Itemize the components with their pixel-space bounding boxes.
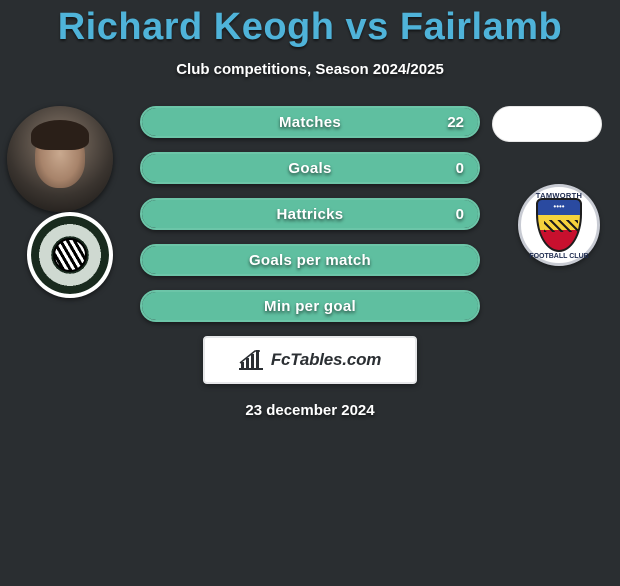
stat-right-value: 0	[456, 154, 464, 182]
stat-label: Goals	[142, 154, 478, 182]
stat-bar-goals: Goals 0	[140, 152, 480, 184]
stat-bar-hattricks: Hattricks 0	[140, 198, 480, 230]
stat-label: Matches	[142, 108, 478, 136]
club-right-badge: TAMWORTH FOOTBALL CLUB	[518, 184, 600, 266]
stat-right-value: 22	[447, 108, 464, 136]
comparison-subtitle: Club competitions, Season 2024/2025	[0, 61, 620, 78]
bar-chart-icon	[239, 350, 263, 370]
brand-card[interactable]: FcTables.com	[203, 336, 417, 384]
comparison-stage: TAMWORTH FOOTBALL CLUB Matches 22 Goals …	[0, 106, 620, 419]
comparison-date: 23 december 2024	[0, 402, 620, 419]
club-right-bottom-text: FOOTBALL CLUB	[521, 253, 597, 260]
stat-label: Goals per match	[142, 246, 478, 274]
stat-right-value: 0	[456, 200, 464, 228]
brand-name: FcTables.com	[271, 350, 381, 370]
club-left-badge	[27, 212, 113, 298]
stat-bar-matches: Matches 22	[140, 106, 480, 138]
stats-bars: Matches 22 Goals 0 Hattricks 0 Goals per…	[140, 106, 480, 322]
stat-bar-min-per-goal: Min per goal	[140, 290, 480, 322]
stat-bar-goals-per-match: Goals per match	[140, 244, 480, 276]
player-left-avatar	[7, 106, 113, 212]
player-right-avatar	[492, 106, 602, 142]
stat-label: Min per goal	[142, 292, 478, 320]
comparison-title: Richard Keogh vs Fairlamb	[0, 6, 620, 49]
shield-icon	[536, 198, 582, 252]
stat-label: Hattricks	[142, 200, 478, 228]
